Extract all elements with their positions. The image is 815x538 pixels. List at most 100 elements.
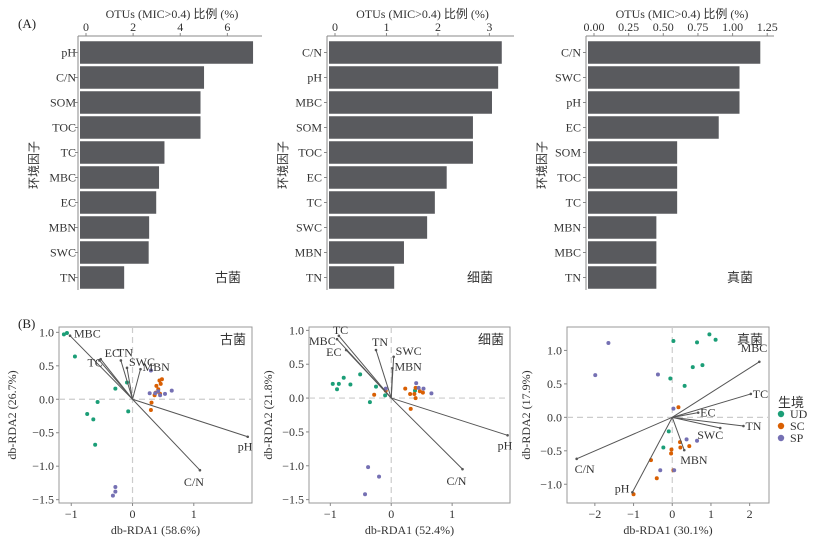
point-sc [669, 451, 674, 456]
x-tick-label: −1 [324, 507, 337, 521]
category-label: C/N [302, 46, 322, 60]
point-sp [156, 389, 161, 394]
point-ud [690, 365, 695, 370]
x-tick-label: 4 [177, 20, 183, 34]
x-tick-label: 0 [332, 20, 338, 34]
category-label: pH [566, 96, 581, 110]
point-sc [412, 392, 417, 397]
bar-chart-archaea: OTUs (MIC>0.4) 比例 (%) 0 2 4 6 pH C/N SOM TOC TC MB… [26, 7, 262, 290]
point-sp [377, 474, 382, 479]
x-axis-title: db-RDA1 (30.1%) [623, 523, 712, 537]
vector-arrow [671, 361, 760, 418]
point-ud [671, 339, 676, 344]
point-sc [154, 383, 159, 388]
vector-arrowhead [575, 457, 578, 461]
panel-annotation: 古菌 [220, 332, 246, 347]
legend-label-sp: SP [790, 431, 804, 445]
point-sp [153, 391, 158, 396]
point-ud [348, 382, 353, 387]
vector-arrowhead [758, 360, 761, 364]
vector-arrow [631, 417, 673, 493]
bar [588, 166, 678, 189]
x-tick-label: 1.00 [722, 20, 743, 34]
vector-arrow [390, 397, 463, 470]
vector-arrowhead [742, 424, 745, 428]
y-tick-label: 0.0 [39, 392, 54, 406]
category-label: TOC [298, 146, 322, 160]
bar [329, 266, 395, 289]
x-tick-label: 0 [130, 507, 136, 521]
bar-chart-bacteria: OTUs (MIC>0.4) 比例 (%) 0 1 2 3 C/N pH MBC SOM TOC E… [275, 7, 514, 290]
vector-arrow [390, 368, 393, 399]
point-ud [113, 386, 118, 391]
vector-label: C/N [184, 475, 204, 489]
x-tick-label: 1 [383, 20, 389, 34]
point-sp [414, 381, 419, 386]
point-sc [408, 392, 413, 397]
bar [588, 216, 657, 239]
x-tick-label: 2 [747, 507, 753, 521]
point-sc [408, 406, 413, 411]
vector-arrowhead [99, 357, 102, 361]
point-sp [148, 368, 153, 373]
category-label: SOM [296, 121, 322, 135]
vector-arrowhead [198, 468, 202, 472]
bar [588, 141, 678, 164]
y-tick-label: −1.0 [540, 477, 562, 491]
point-ud [707, 332, 712, 337]
y-tick-label: 1.0 [547, 343, 562, 357]
category-label: TOC [52, 121, 76, 135]
y-tick-label: −0.5 [540, 444, 562, 458]
point-ud [682, 383, 687, 388]
point-sp [684, 437, 689, 442]
y-axis-title: 环境因子 [275, 141, 290, 189]
vector-label: TC [87, 355, 102, 369]
point-ud [700, 363, 705, 368]
panel-annotation: 真菌 [727, 270, 753, 285]
category-label: SOM [50, 96, 76, 110]
x-tick-label: 2 [435, 20, 441, 34]
plot-frame [566, 326, 770, 504]
vector-label: EC [700, 406, 715, 420]
x-tick-label: 0.00 [584, 20, 605, 34]
x-tick-label: 0.75 [687, 20, 708, 34]
vector-arrow [126, 367, 134, 400]
bar [329, 241, 404, 264]
vector-arrow [132, 398, 248, 438]
point-ud [666, 429, 671, 434]
vector-label: TC [753, 387, 768, 401]
rda-plot-bacteria: −1 0 1 1.0 0.5 0.0 −0.5 −1.0 −1.5 db-RDA1 (52.4%)… [261, 323, 513, 537]
vector-arrowhead [696, 411, 700, 414]
point-sc [158, 381, 163, 386]
x-tick-label: 0 [388, 507, 394, 521]
point-ud [335, 387, 340, 392]
bar [588, 66, 740, 89]
y-tick-label: 0.5 [547, 377, 562, 391]
category-label: EC [307, 171, 322, 185]
vector-arrowhead [68, 334, 72, 337]
y-tick-label: 0.0 [289, 391, 304, 405]
point-sc [687, 444, 692, 449]
vector-arrow [345, 349, 392, 399]
x-tick-label: 0.25 [618, 20, 639, 34]
panel-annotation: 古菌 [215, 270, 241, 285]
rda-plot-fungi: −2 −1 0 1 2 1.0 0.5 0.0 −0.5 −1.0 db-RDA1 (30.1%) d… [519, 326, 770, 537]
panel-annotation: 真菌 [737, 332, 763, 347]
bar [588, 241, 657, 264]
category-label: pH [61, 46, 76, 60]
vector-arrow [120, 360, 134, 400]
bar [588, 116, 719, 139]
plot-frame [308, 326, 511, 504]
vector-arrowhead [749, 392, 753, 396]
bar [588, 191, 678, 214]
point-sc [417, 389, 422, 394]
vector-label: TN [372, 335, 388, 349]
point-sp [110, 493, 115, 498]
x-tick-label: 1.25 [757, 20, 778, 34]
x-tick-label: 1 [449, 507, 455, 521]
vector-arrowhead [125, 366, 129, 370]
vector-arrow [672, 412, 699, 418]
vector-label: SWC [396, 344, 422, 358]
vector-label: pH [238, 440, 253, 454]
